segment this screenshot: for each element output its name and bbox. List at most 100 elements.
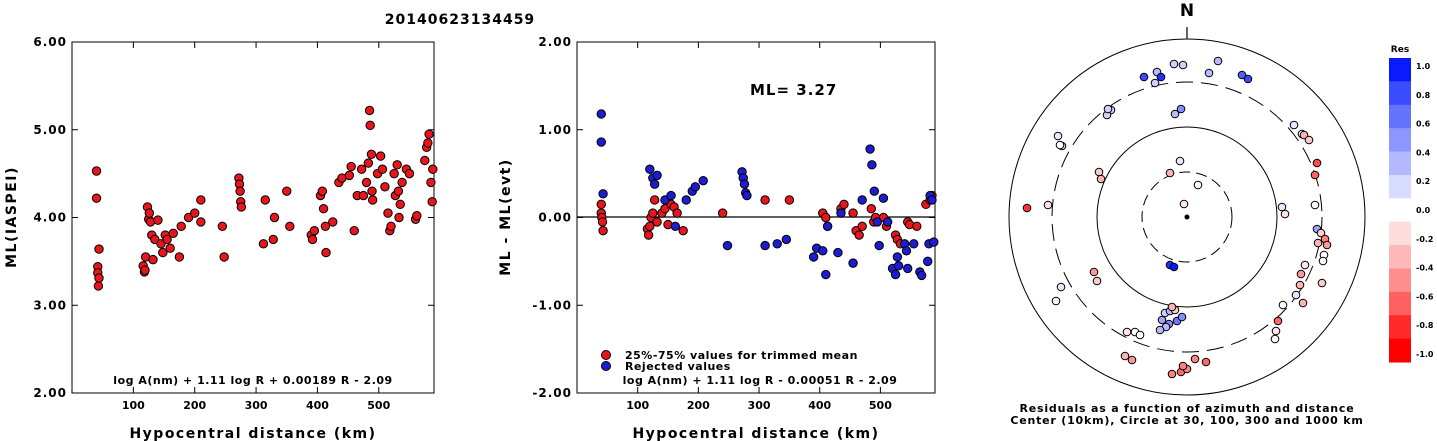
panel1-xlabel: Hypocentral distance (km) [129,426,376,441]
station-marker [1167,302,1177,312]
data-point [397,177,407,188]
data-point [426,177,436,188]
data-point [94,273,104,283]
data-point [649,195,660,205]
ytick-label: 5.00 [33,123,67,137]
station-marker [1169,59,1179,69]
data-point [872,217,883,227]
data-point [848,208,858,218]
data-point [367,186,377,196]
panel2-xlabel: Hypocentral distance (km) [632,426,879,441]
data-point [168,228,178,238]
data-point [874,240,884,251]
data-point [857,221,867,231]
colorbar-swatch [1389,221,1411,246]
station-marker [1213,56,1223,66]
data-point [742,190,752,201]
ytick-label: 1.00 [538,123,572,137]
data-point [219,252,229,262]
data-point [217,221,228,231]
data-point [140,265,150,275]
data-point [356,164,367,174]
data-point [854,230,864,240]
data-point [901,246,912,256]
station-marker [1271,326,1281,336]
data-point [652,217,662,227]
data-point [412,211,422,221]
data-point [364,105,375,116]
station-marker [1178,60,1188,70]
station-marker [1273,316,1283,326]
data-point [91,193,102,203]
station-marker [1289,120,1299,130]
data-point [722,240,733,251]
station-marker [1177,312,1187,322]
station-marker [1313,238,1323,248]
xtick-label: 100 [626,399,649,412]
colorbar-swatch [1389,104,1411,129]
legend-marker-rejected [601,361,611,371]
colorbar-swatch [1389,291,1411,316]
station-marker [1316,228,1326,238]
data-point [643,230,654,240]
station-marker [1277,202,1287,212]
data-point [867,160,877,170]
data-point [365,120,375,131]
data-point [678,225,688,236]
data-point [670,221,680,231]
data-point [652,170,662,181]
data-point [349,225,359,236]
data-point [916,270,927,281]
data-point [377,164,388,174]
station-marker [1322,240,1332,250]
data-point [307,234,318,245]
colorbar-tick-label: -0.2 [1416,235,1434,244]
ml-annotation: ML= 3.27 [750,81,837,99]
data-point [268,234,278,245]
data-point [363,158,374,168]
station-marker [1237,70,1247,80]
data-point [848,258,858,268]
data-point [395,199,405,210]
data-point [375,151,386,161]
station-marker [1094,167,1104,177]
xtick-label: 200 [687,399,710,412]
station-marker [1310,170,1320,180]
station-marker [1175,156,1185,166]
station-marker [1170,109,1180,119]
data-point [258,239,269,249]
data-point [808,252,819,262]
xtick-label: 400 [306,399,329,412]
station-marker [1190,354,1200,364]
data-point [196,195,206,205]
data-point [196,217,206,227]
data-point [235,186,245,196]
station-marker [1179,199,1189,209]
xtick-label: 300 [245,399,268,412]
legend-label-trimmed: 25%-75% values for trimmed mean [625,349,858,362]
station-marker [1300,260,1310,270]
caption-line1: Residuals as a function of azimuth and d… [1019,402,1354,415]
data-point [158,247,168,258]
data-point [596,137,606,147]
ytick-label: 0.00 [538,211,572,225]
station-marker [1317,278,1327,288]
panel2-formula: log A(nm) + 1.11 log R - 0.00051 R - 2.0… [623,374,898,387]
station-marker [1176,104,1186,114]
ytick-label: -1.00 [532,298,572,312]
data-point [839,199,849,210]
station-marker [1122,327,1132,337]
legend-marker-trimmed [601,350,611,360]
data-point [153,215,163,225]
station-marker [1201,357,1211,367]
north-label: N [1180,1,1194,21]
data-point [909,239,919,249]
ytick-label: 4.00 [33,211,67,225]
data-point [386,221,396,231]
data-point [366,149,377,160]
azimuth-distance-panel: N Residuals as a function of azimuth and… [1008,1,1366,427]
data-point [190,208,200,218]
colorbar-swatch [1389,58,1411,82]
station-marker [1156,72,1166,82]
panel1-ylabel: ML(IASPEI) [4,166,20,268]
